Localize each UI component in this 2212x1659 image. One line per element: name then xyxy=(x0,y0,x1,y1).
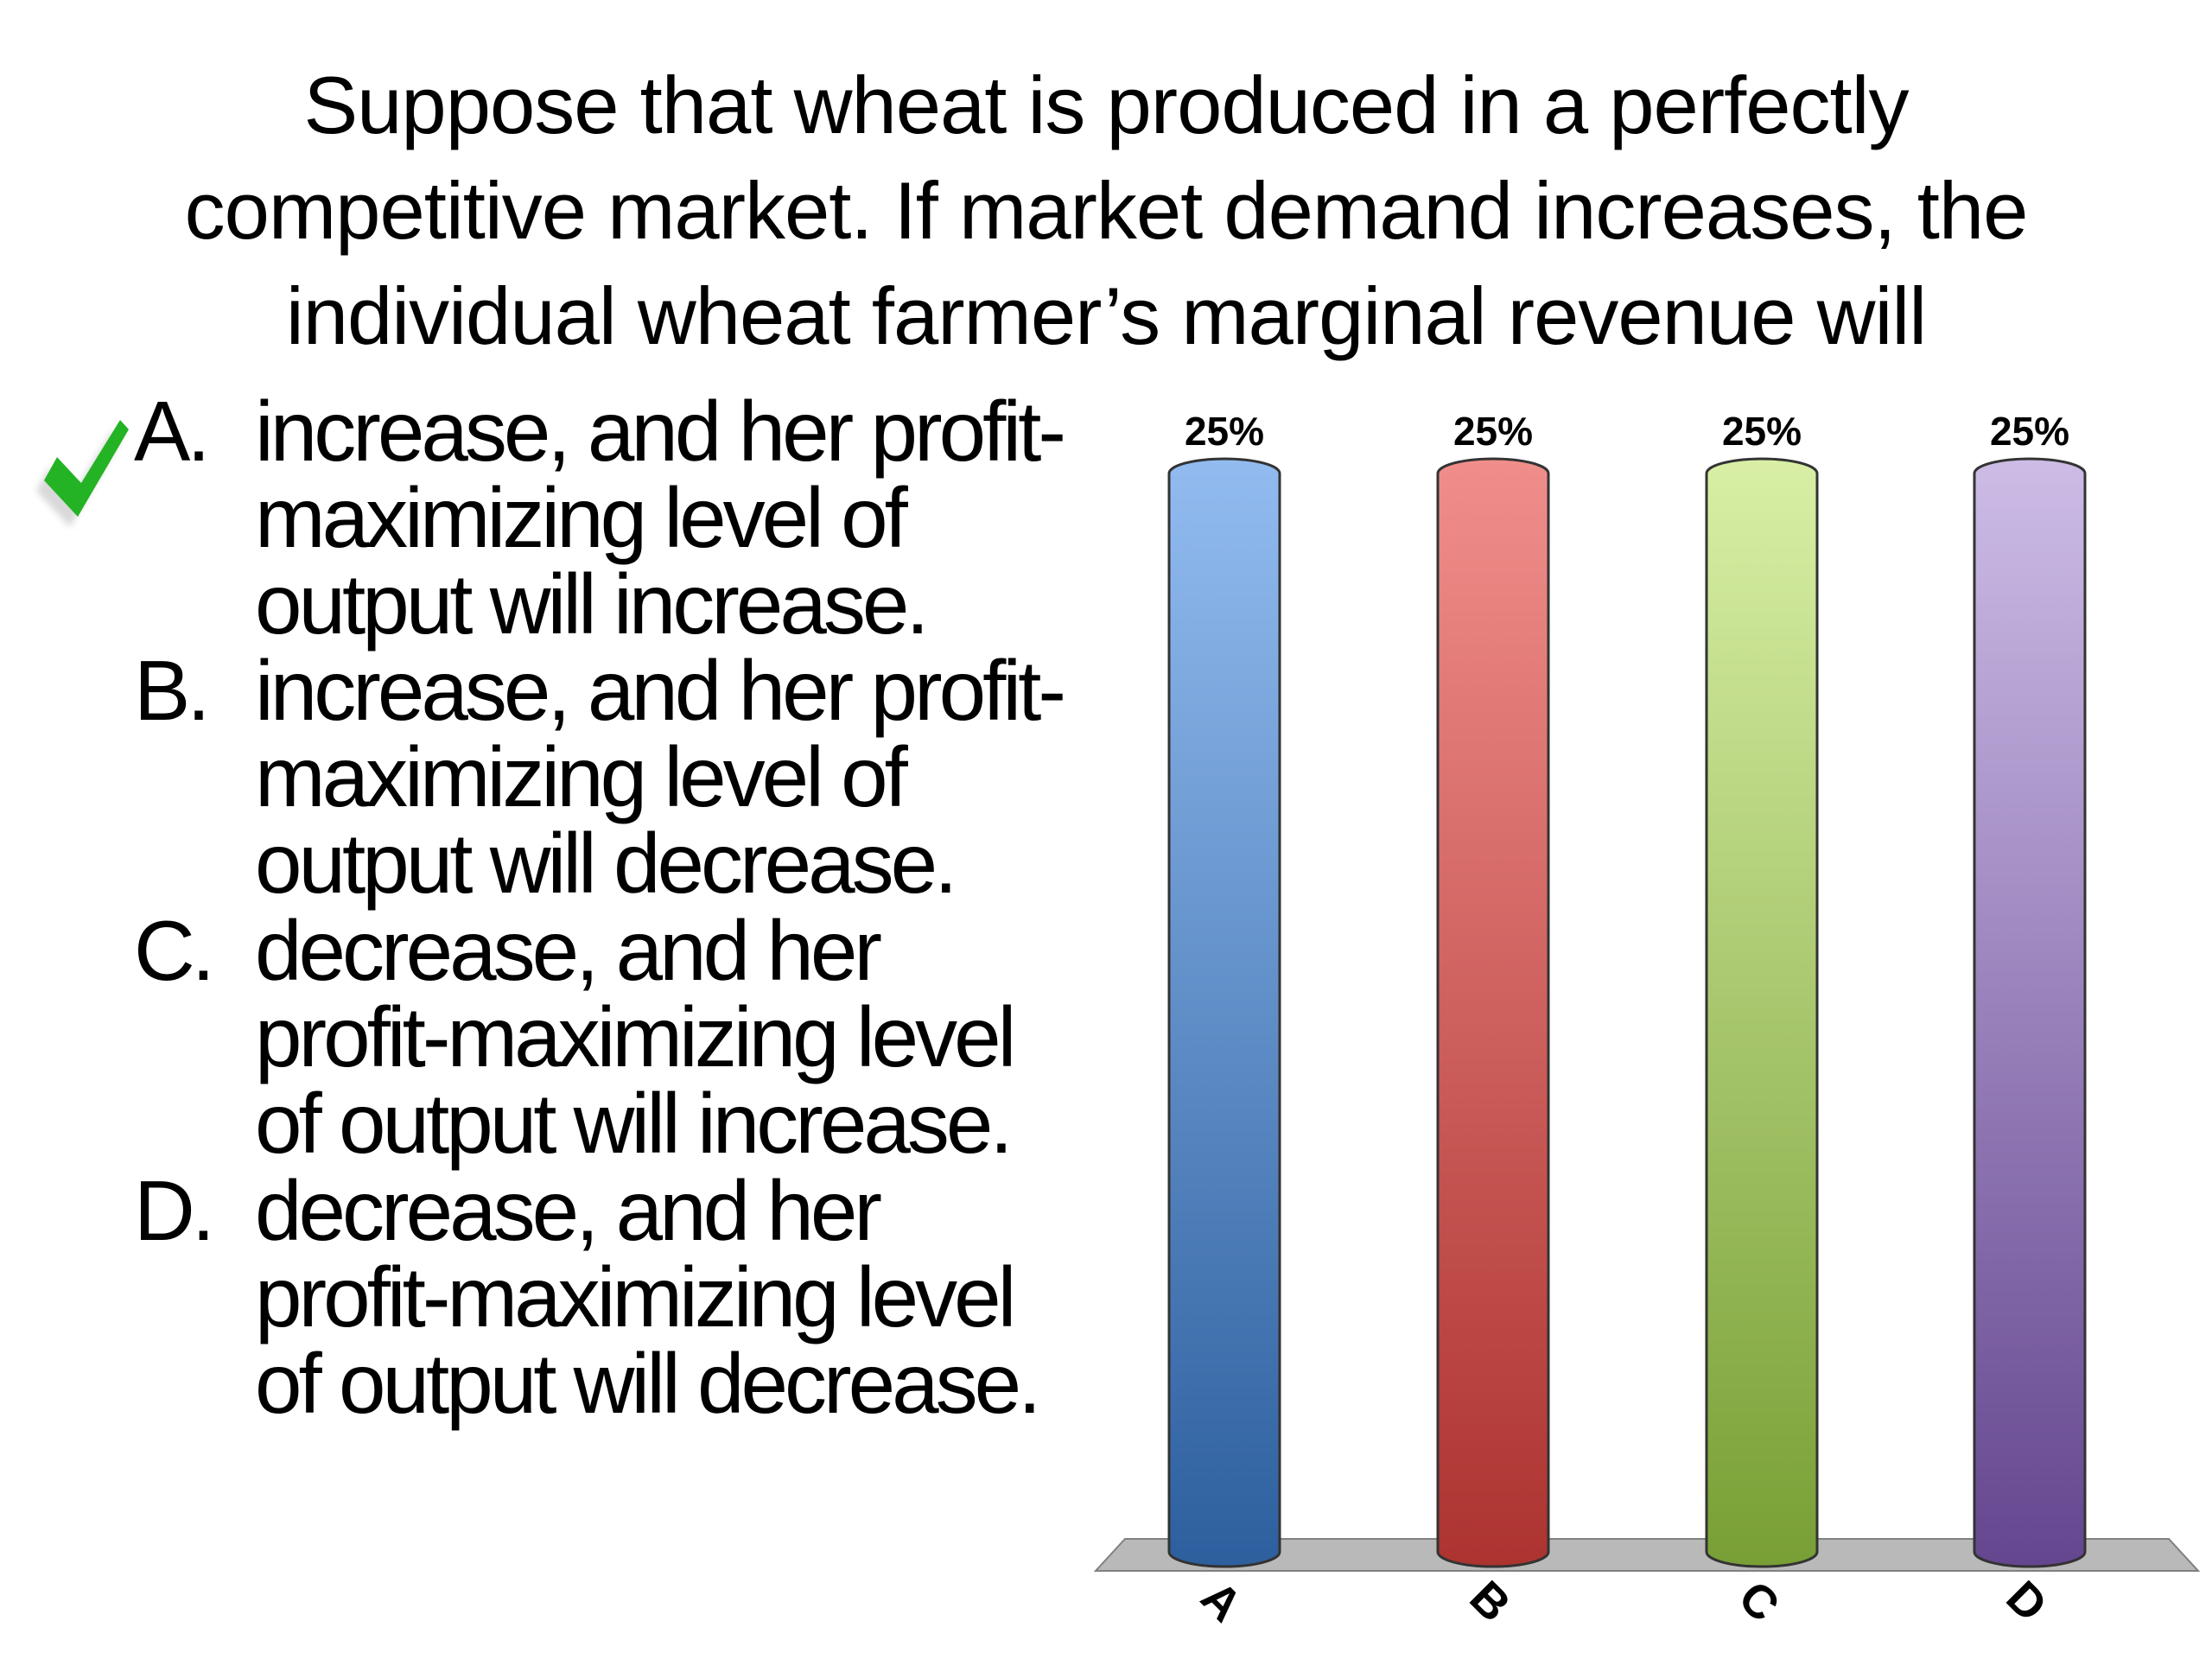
svg-text:25%: 25% xyxy=(1990,409,2069,454)
svg-text:25%: 25% xyxy=(1453,409,1533,454)
svg-text:A: A xyxy=(1192,1571,1252,1631)
svg-text:25%: 25% xyxy=(1722,409,1802,454)
svg-text:25%: 25% xyxy=(1185,409,1264,454)
svg-text:B: B xyxy=(1460,1571,1521,1631)
svg-text:C: C xyxy=(1729,1571,1789,1631)
svg-text:D: D xyxy=(1997,1571,2057,1631)
